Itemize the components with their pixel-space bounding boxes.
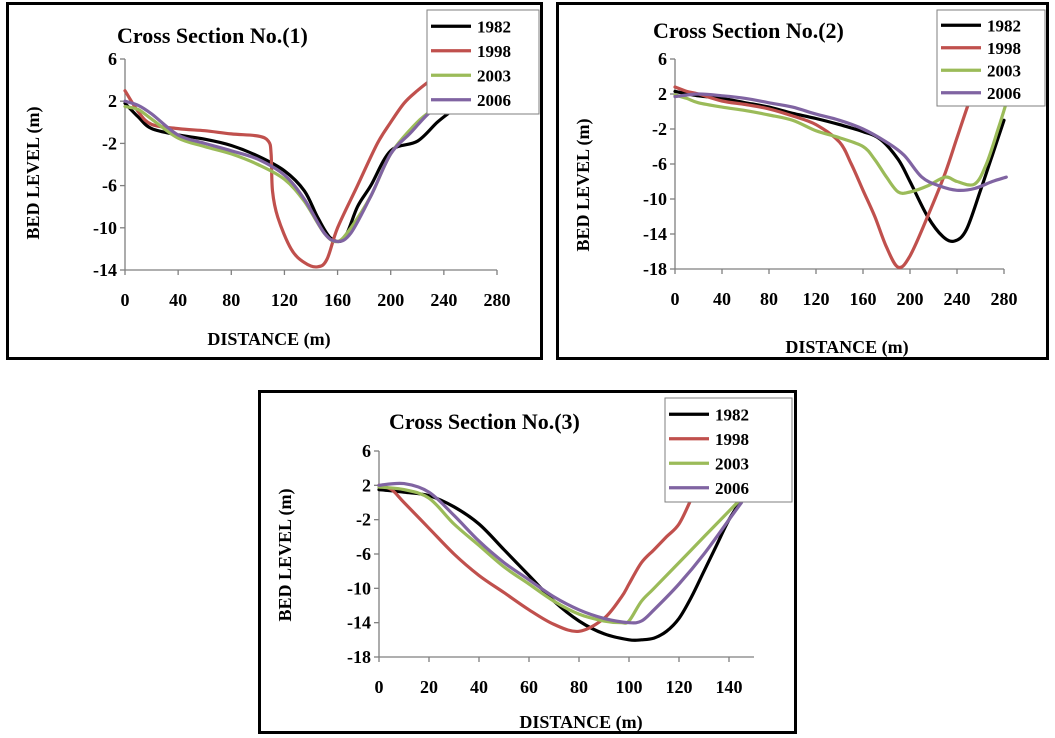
series-line-2006: [377, 481, 744, 625]
x-tick-label: 120: [666, 677, 693, 697]
y-tick-label: -18: [643, 259, 667, 279]
y-tick-label: -10: [643, 189, 667, 209]
y-tick-label: -14: [347, 613, 371, 633]
series-line-2003: [673, 93, 1008, 195]
chart-title: Cross Section No.(3): [389, 409, 580, 434]
y-tick-label: -6: [102, 176, 117, 196]
x-axis-label: DISTANCE (m): [207, 329, 330, 350]
series-line-2006: [123, 99, 453, 244]
x-tick-label: 200: [377, 290, 404, 310]
y-tick-label: 6: [658, 49, 667, 69]
legend-label-2003: 2003: [715, 454, 749, 473]
x-tick-label: 200: [897, 289, 924, 309]
legend-label-1998: 1998: [715, 430, 749, 449]
x-tick-label: 240: [944, 289, 971, 309]
y-tick-label: -2: [356, 510, 371, 530]
chart-svg-cross-section-2: Cross Section No.(2) DISTANCE (m) BED LE…: [573, 9, 1046, 358]
x-tick-label: 0: [375, 677, 384, 697]
y-tick-label: -14: [93, 260, 117, 280]
y-tick-label: 2: [658, 84, 667, 104]
legend-label-1982: 1982: [987, 16, 1021, 35]
series-line-1982: [673, 89, 1006, 243]
chart-title: Cross Section No.(2): [653, 18, 844, 43]
legend-label-1982: 1982: [715, 405, 749, 424]
chart-panel-cross-section-3: Cross Section No.(3) DISTANCE (m) BED LE…: [258, 390, 797, 734]
x-tick-label: 40: [470, 677, 488, 697]
x-tick-label: 40: [169, 290, 187, 310]
x-tick-label: 120: [803, 289, 830, 309]
x-tick-label: 280: [991, 289, 1018, 309]
x-tick-label: 0: [671, 289, 680, 309]
series-line-1982: [123, 101, 453, 244]
x-tick-label: 140: [716, 677, 743, 697]
x-tick-label: 160: [850, 289, 877, 309]
y-tick-label: -14: [643, 224, 667, 244]
chart-panel-cross-section-1: Cross Section No.(1) DISTANCE (m) BED LE…: [6, 2, 543, 360]
series-line-2003: [377, 485, 744, 625]
legend-label-1998: 1998: [477, 42, 511, 61]
x-tick-label: 20: [420, 677, 438, 697]
series-line-2006: [673, 92, 1008, 192]
x-tick-label: 120: [271, 290, 298, 310]
x-axis-label: DISTANCE (m): [785, 337, 908, 358]
x-tick-label: 60: [520, 677, 538, 697]
legend-label-1982: 1982: [477, 17, 511, 36]
y-tick-label: -2: [652, 119, 667, 139]
x-tick-label: 240: [430, 290, 457, 310]
series-line-1982: [377, 488, 744, 642]
series-line-1998: [673, 74, 980, 270]
y-tick-label: -10: [347, 578, 371, 598]
series-line-1998: [123, 78, 433, 269]
chart-svg-cross-section-1: Cross Section No.(1) DISTANCE (m) BED LE…: [23, 9, 540, 350]
x-tick-label: 280: [484, 290, 511, 310]
y-tick-label: -18: [347, 647, 371, 667]
y-tick-label: 2: [108, 91, 117, 111]
chart-title: Cross Section No.(1): [117, 23, 308, 48]
x-tick-label: 80: [222, 290, 240, 310]
legend-label-2006: 2006: [715, 479, 749, 498]
y-tick-label: 6: [362, 441, 371, 461]
series-line-2003: [123, 94, 453, 244]
y-axis-label: BED LEVEL (m): [275, 488, 296, 621]
chart-panel-cross-section-2: Cross Section No.(2) DISTANCE (m) BED LE…: [556, 2, 1049, 360]
x-tick-label: 100: [616, 677, 643, 697]
y-tick-label: -6: [356, 544, 371, 564]
legend-label-2006: 2006: [987, 84, 1021, 103]
legend-label-1998: 1998: [987, 39, 1021, 58]
y-tick-label: 2: [362, 475, 371, 495]
legend-label-2003: 2003: [477, 66, 511, 85]
x-tick-label: 80: [760, 289, 778, 309]
x-tick-label: 40: [713, 289, 731, 309]
y-tick-label: -2: [102, 133, 117, 153]
x-tick-label: 160: [324, 290, 351, 310]
x-tick-label: 0: [121, 290, 130, 310]
series-line-1998: [377, 466, 706, 634]
x-axis-label: DISTANCE (m): [519, 712, 642, 733]
y-axis-label: BED LEVEL (m): [573, 118, 594, 251]
legend-label-2003: 2003: [987, 61, 1021, 80]
y-axis-label: BED LEVEL (m): [23, 106, 44, 239]
x-tick-label: 80: [570, 677, 588, 697]
y-tick-label: 6: [108, 49, 117, 69]
chart-svg-cross-section-3: Cross Section No.(3) DISTANCE (m) BED LE…: [275, 397, 793, 733]
y-tick-label: -6: [652, 154, 667, 174]
y-tick-label: -10: [93, 218, 117, 238]
legend-label-2006: 2006: [477, 91, 511, 110]
